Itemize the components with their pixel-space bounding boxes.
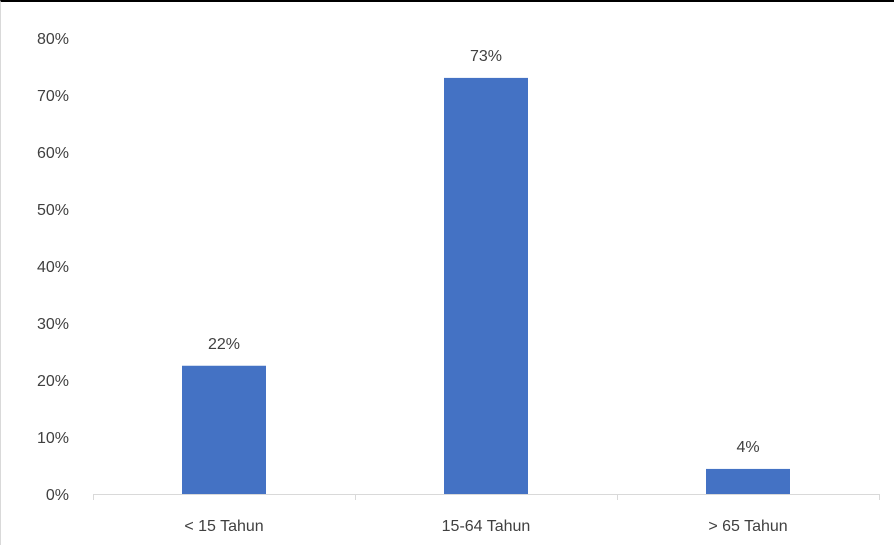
- bar: [444, 77, 528, 495]
- y-tick-label: 80%: [37, 31, 69, 48]
- bar: [706, 468, 790, 494]
- y-tick-label: 70%: [37, 88, 69, 105]
- bar: [182, 365, 266, 494]
- y-tick-label: 40%: [37, 259, 69, 276]
- y-tick-label: 50%: [37, 202, 69, 219]
- x-tick-label: > 65 Tahun: [708, 518, 787, 535]
- y-tick-label: 30%: [37, 316, 69, 333]
- y-tick-label: 10%: [37, 430, 69, 447]
- data-label: 22%: [208, 336, 240, 353]
- x-tick-label: < 15 Tahun: [184, 518, 263, 535]
- y-tick-label: 0%: [46, 487, 69, 504]
- data-label: 4%: [736, 439, 759, 456]
- y-tick-label: 60%: [37, 145, 69, 162]
- y-tick-label: 20%: [37, 373, 69, 390]
- x-tick-label: 15-64 Tahun: [442, 518, 531, 535]
- data-label: 73%: [470, 48, 502, 65]
